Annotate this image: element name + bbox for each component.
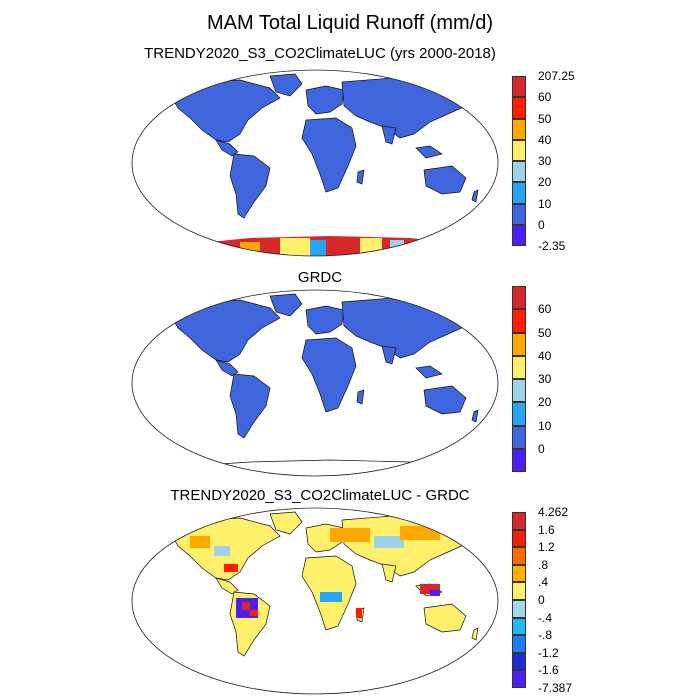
colorbar-label: 60 [538, 302, 552, 317]
colorbar-swatch [512, 512, 526, 530]
colorbar-label: 20 [538, 395, 552, 410]
colorbar-label: 207.25 [538, 69, 575, 83]
figure-title: MAM Total Liquid Runoff (mm/d) [206, 12, 494, 34]
map-model [131, 69, 499, 257]
colorbar-diff: -7.387 -1.6 -1.2 -.8 -.4 0 .4 .8 1.2 1.6 4.262 [512, 506, 592, 694]
colorbar-swatch [512, 582, 526, 600]
colorbar-swatch [512, 332, 526, 356]
colorbar-label: 50 [538, 111, 552, 126]
colorbar-label: 30 [538, 372, 552, 386]
colorbar-label: 50 [538, 325, 552, 340]
colorbar-swatch [512, 425, 526, 449]
colorbar-label: -.4 [538, 610, 553, 625]
colorbar-swatch [512, 617, 526, 636]
colorbar-label: 1.2 [538, 540, 555, 555]
colorbar-label: 40 [538, 348, 552, 363]
colorbar-swatch [512, 529, 526, 548]
colorbar-swatch [512, 224, 526, 246]
colorbar-label: .4 [538, 575, 549, 590]
colorbar-swatch [512, 182, 526, 204]
colorbar-swatch [512, 139, 526, 161]
colorbar-swatch [512, 448, 526, 472]
colorbar-label: 60 [538, 90, 552, 105]
colorbar-swatch [512, 97, 526, 119]
colorbar-swatch [512, 547, 526, 565]
colorbar-label: 0 [538, 441, 545, 456]
map-obs [131, 289, 499, 477]
map-diff [131, 507, 499, 695]
colorbar-swatch [512, 564, 526, 583]
colorbar-swatch [512, 118, 526, 140]
colorbar-swatch [512, 309, 526, 333]
colorbar-label: 30 [538, 154, 552, 168]
colorbar-swatch [512, 286, 526, 310]
colorbar-label: -1.2 [538, 645, 559, 660]
colorbar-label: 10 [538, 418, 552, 433]
colorbar-model: -2.35 0 10 20 30 40 50 60 207.25 [512, 70, 592, 252]
colorbar-obs: 0 10 20 30 40 50 60 [512, 286, 592, 472]
colorbar-swatch [512, 670, 526, 688]
colorbar-label: 0 [538, 217, 545, 232]
colorbar-swatch [512, 379, 526, 403]
colorbar-swatch [512, 635, 526, 653]
colorbar-swatch [512, 600, 526, 618]
colorbar-label: 10 [538, 196, 552, 211]
colorbar-label: -7.387 [538, 681, 573, 695]
colorbar-swatch [512, 355, 526, 379]
colorbar-label: -2.35 [538, 239, 566, 253]
panel-title-diff: TRENDY2020_S3_CO2ClimateLUC - GRDC [170, 487, 470, 504]
colorbar-label: -1.6 [538, 663, 559, 678]
colorbar-swatch [512, 76, 526, 98]
colorbar-label: 1.6 [538, 522, 555, 537]
colorbar-swatch [512, 402, 526, 426]
colorbar-label: 0 [538, 593, 545, 607]
colorbar-label: .8 [538, 557, 549, 572]
colorbar-swatch [512, 652, 526, 671]
colorbar-label: -.8 [538, 628, 553, 643]
panel-title-obs: GRDC [297, 269, 343, 286]
colorbar-label: 40 [538, 132, 552, 147]
colorbar-label: 4.262 [538, 505, 569, 519]
colorbar-swatch [512, 203, 526, 225]
colorbar-label: 20 [538, 175, 552, 190]
colorbar-swatch [512, 161, 526, 183]
panel-title-model: TRENDY2020_S3_CO2ClimateLUC (yrs 2000-20… [144, 45, 496, 62]
